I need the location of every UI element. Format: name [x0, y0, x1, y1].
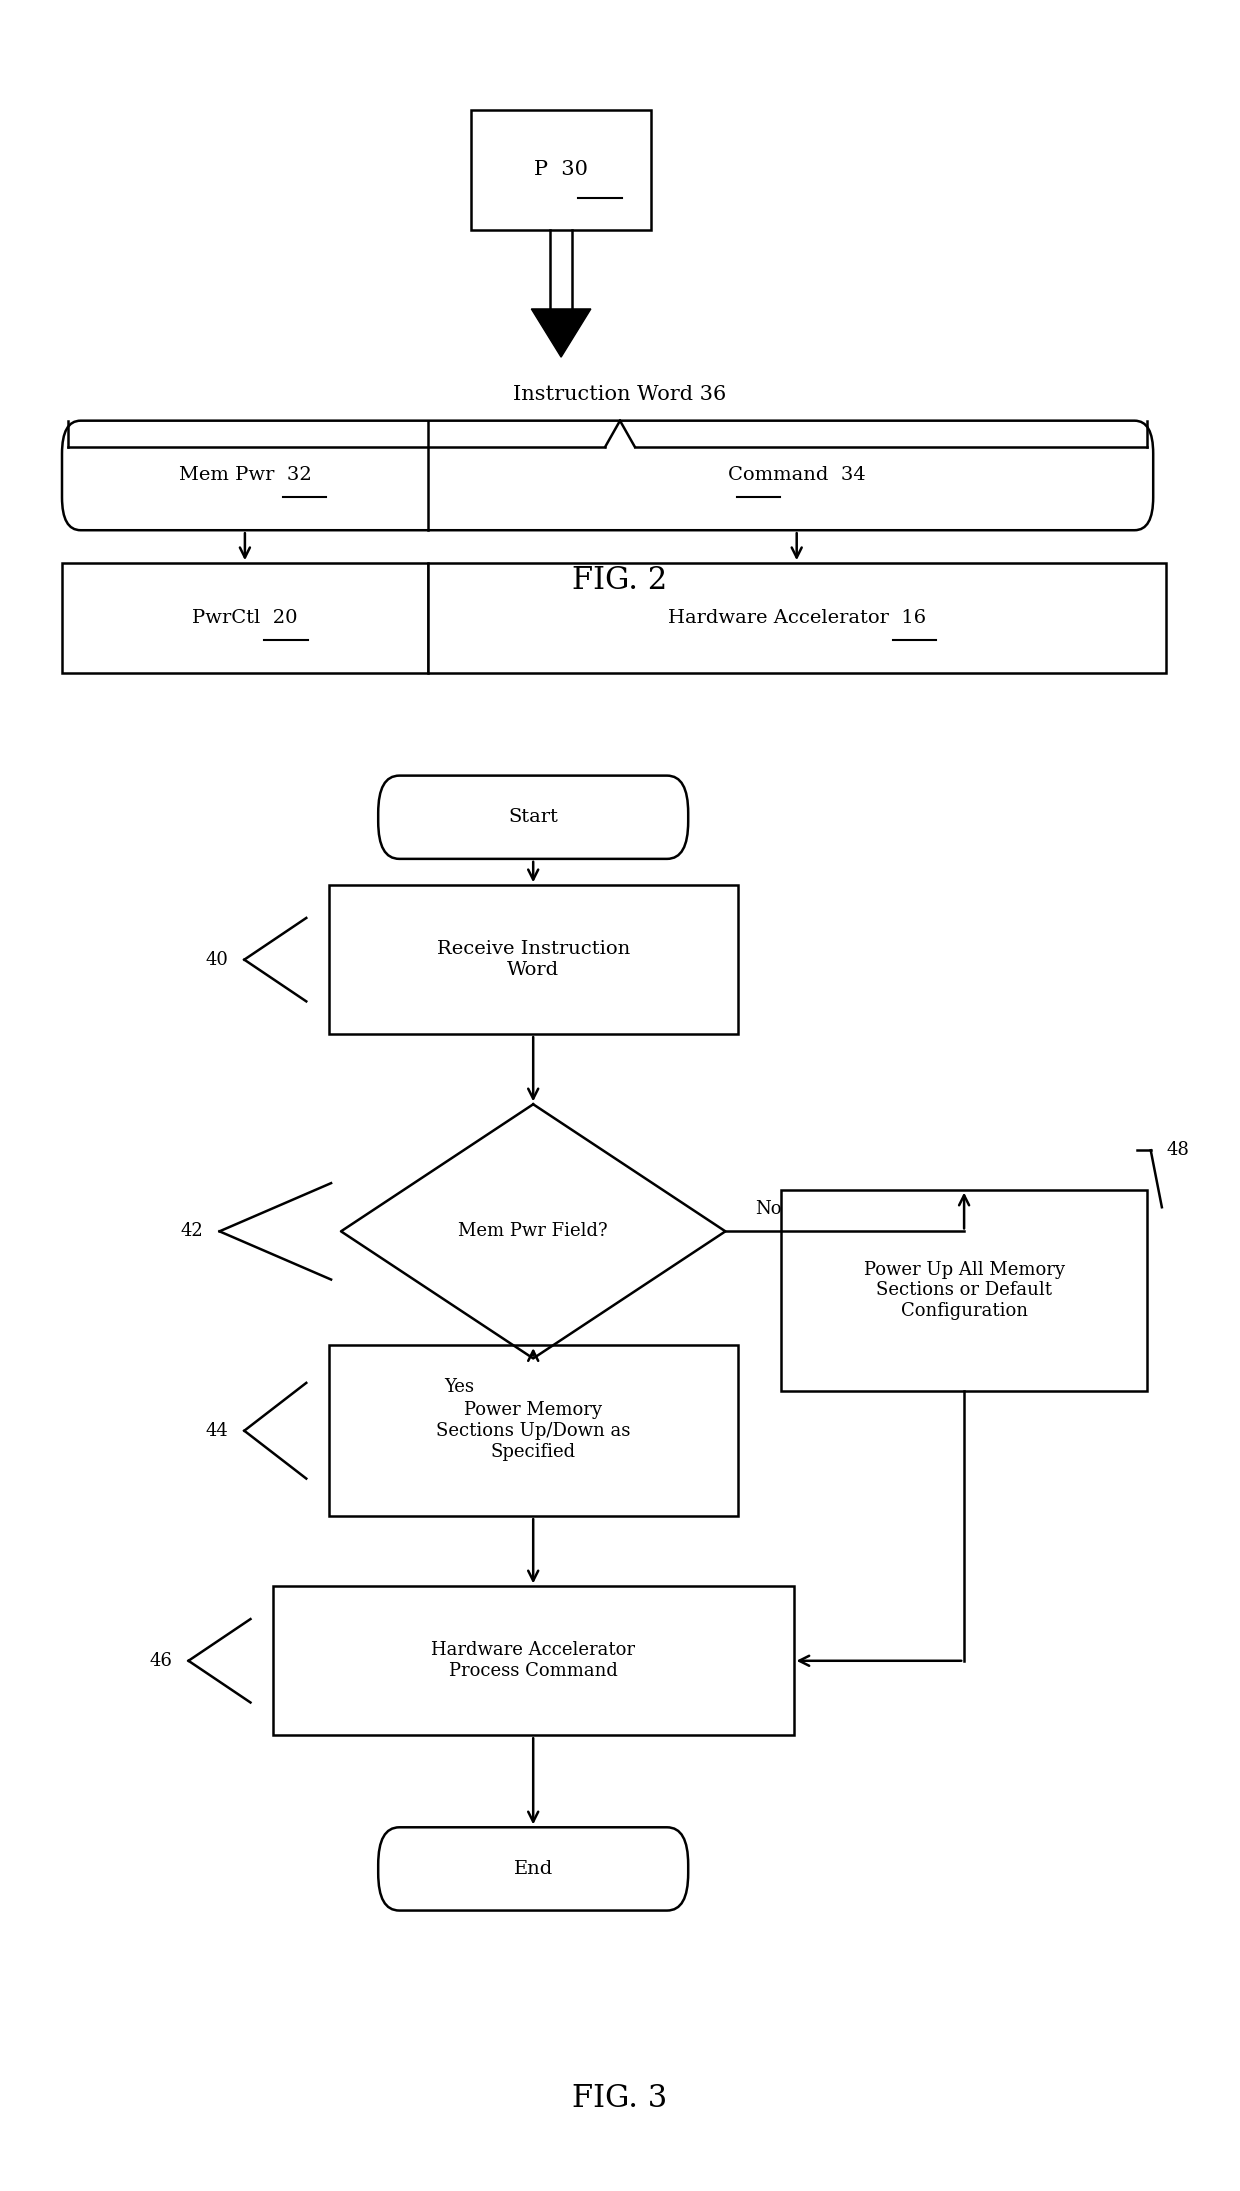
Text: Start: Start	[508, 808, 558, 826]
Text: 42: 42	[181, 1223, 203, 1240]
FancyBboxPatch shape	[471, 110, 651, 230]
Text: Hardware Accelerator
Process Command: Hardware Accelerator Process Command	[432, 1641, 635, 1680]
Text: Command  34: Command 34	[728, 467, 866, 484]
FancyBboxPatch shape	[781, 1190, 1147, 1391]
Text: Mem Pwr Field?: Mem Pwr Field?	[459, 1223, 608, 1240]
Text: Mem Pwr  32: Mem Pwr 32	[179, 467, 311, 484]
FancyBboxPatch shape	[378, 776, 688, 859]
Text: 46: 46	[150, 1652, 172, 1670]
Text: P  30: P 30	[534, 160, 588, 180]
FancyBboxPatch shape	[62, 421, 1153, 530]
FancyBboxPatch shape	[62, 563, 428, 673]
Text: Hardware Accelerator  16: Hardware Accelerator 16	[667, 609, 926, 627]
Text: 44: 44	[206, 1422, 228, 1439]
Text: End: End	[513, 1860, 553, 1878]
Text: Receive Instruction
Word: Receive Instruction Word	[436, 940, 630, 979]
FancyBboxPatch shape	[378, 1827, 688, 1911]
Text: Power Memory
Sections Up/Down as
Specified: Power Memory Sections Up/Down as Specifi…	[436, 1400, 630, 1461]
Text: 40: 40	[206, 951, 228, 968]
FancyBboxPatch shape	[329, 885, 738, 1034]
Text: FIG. 2: FIG. 2	[573, 565, 667, 596]
FancyBboxPatch shape	[273, 1586, 794, 1735]
Polygon shape	[532, 309, 591, 357]
Text: No: No	[755, 1201, 782, 1218]
FancyBboxPatch shape	[329, 1345, 738, 1516]
Text: Yes: Yes	[444, 1378, 474, 1396]
Text: Power Up All Memory
Sections or Default
Configuration: Power Up All Memory Sections or Default …	[863, 1260, 1065, 1321]
Text: FIG. 3: FIG. 3	[573, 2084, 667, 2114]
Text: PwrCtl  20: PwrCtl 20	[192, 609, 298, 627]
Polygon shape	[341, 1104, 725, 1358]
Text: Instruction Word 36: Instruction Word 36	[513, 386, 727, 403]
Text: 48: 48	[1167, 1142, 1189, 1159]
FancyBboxPatch shape	[428, 563, 1166, 673]
